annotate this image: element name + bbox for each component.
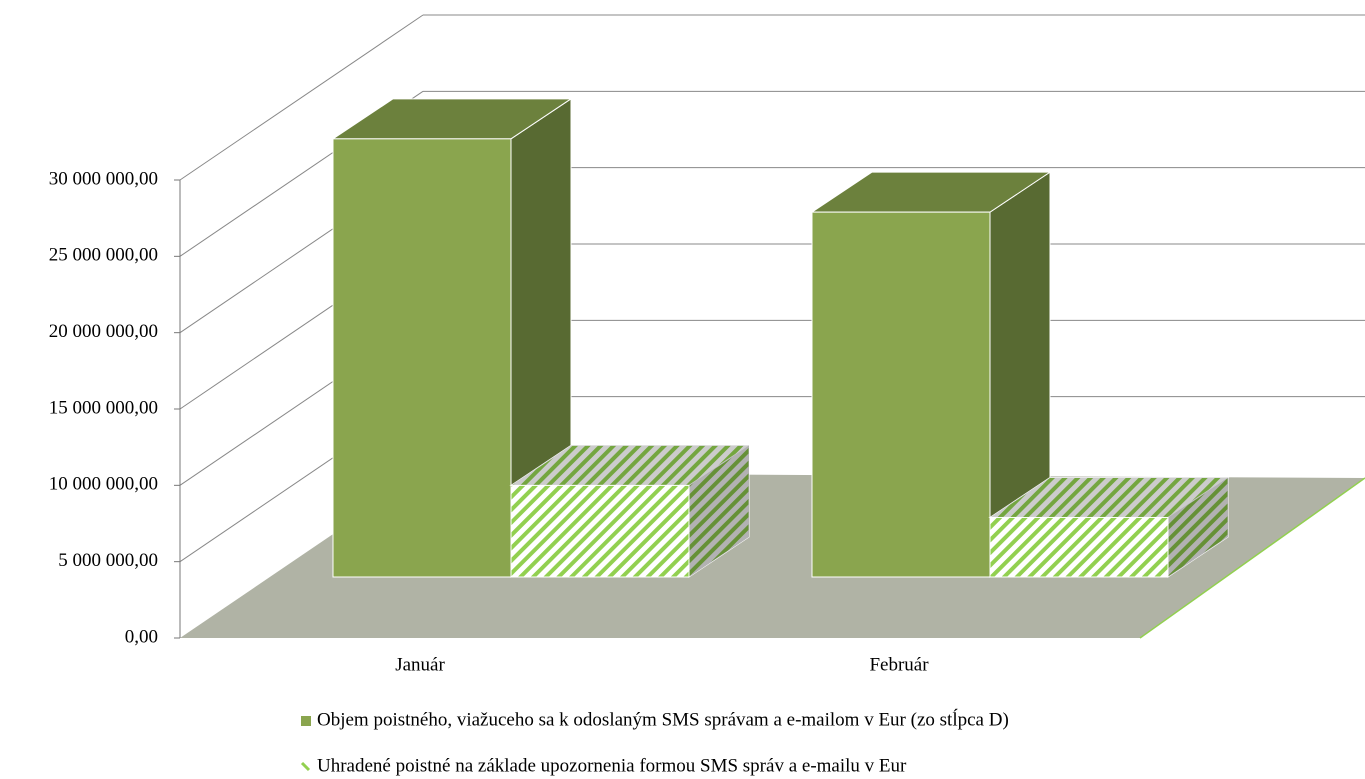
bar-shade <box>511 445 749 486</box>
legend-label: Objem poistného, viažuceho sa k odoslaný… <box>317 708 1009 730</box>
grid-line <box>179 14 424 181</box>
y-tick-label: 5 000 000,00 <box>58 550 158 571</box>
x-tick-label: Február <box>869 654 929 675</box>
bar-shade <box>1168 477 1228 577</box>
bar <box>811 211 991 578</box>
legend-label: Uhradené poistné na základe upozornenia … <box>317 755 907 776</box>
y-tick-label: 25 000 000,00 <box>49 245 158 266</box>
y-tick-label: 20 000 000,00 <box>49 321 158 342</box>
floor-edge <box>1139 477 1365 639</box>
y-tick-label: 30 000 000,00 <box>49 168 158 189</box>
bar <box>332 138 512 578</box>
y-tick-label: 15 000 000,00 <box>49 397 158 418</box>
bar-shade <box>990 477 1228 518</box>
bar <box>510 484 690 578</box>
bar-shade <box>689 445 749 577</box>
bar <box>989 516 1169 578</box>
legend-marker <box>301 716 311 726</box>
y-tick-label: 0,00 <box>125 626 158 647</box>
legend-marker <box>300 761 311 772</box>
y-tick-label: 10 000 000,00 <box>49 474 158 495</box>
x-tick-label: Január <box>395 654 445 675</box>
